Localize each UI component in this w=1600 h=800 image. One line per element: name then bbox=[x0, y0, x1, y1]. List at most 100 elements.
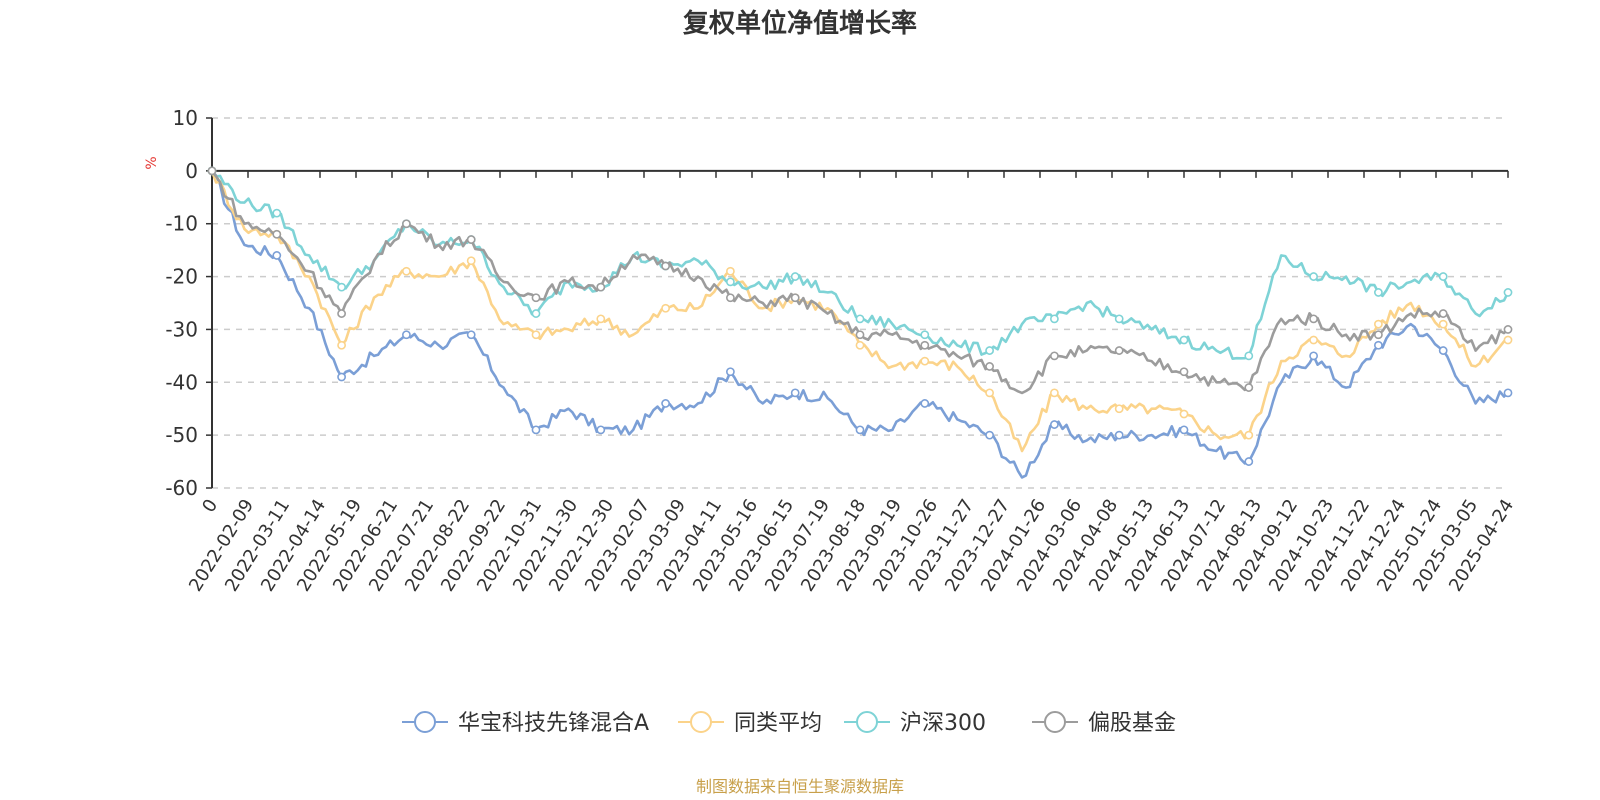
series-point bbox=[1438, 319, 1448, 329]
series-point bbox=[401, 266, 411, 276]
legend-label: 华宝科技先锋混合A bbox=[458, 711, 649, 736]
series-point bbox=[1114, 314, 1124, 324]
y-tick-label: -30 bbox=[165, 317, 198, 341]
series-point bbox=[207, 166, 217, 176]
series-point bbox=[1050, 388, 1059, 398]
series-point bbox=[985, 346, 994, 355]
chart-title: 复权单位净值增长率 bbox=[683, 8, 917, 39]
series-point bbox=[531, 309, 541, 318]
series-point bbox=[855, 330, 865, 340]
source-caption: 制图数据来自恒生聚源数据库 bbox=[696, 777, 904, 796]
series-point bbox=[1309, 314, 1318, 324]
series-point bbox=[726, 266, 735, 276]
grid-layer bbox=[212, 117, 1508, 489]
series-point bbox=[855, 314, 865, 324]
series-point bbox=[1179, 425, 1189, 435]
series-point bbox=[1374, 330, 1383, 340]
legend-item[interactable]: 沪深300 bbox=[844, 711, 986, 736]
series-point bbox=[272, 208, 282, 218]
series-point bbox=[661, 261, 670, 271]
series-point bbox=[985, 430, 994, 440]
series-point bbox=[1179, 409, 1189, 419]
legend-item[interactable]: 同类平均 bbox=[678, 711, 822, 736]
axis-layer: 100-10-20-30-40-50-6002022-02-092022-03-… bbox=[165, 106, 1518, 595]
series-point bbox=[985, 388, 994, 398]
series-point bbox=[596, 314, 606, 324]
series-point bbox=[531, 425, 541, 435]
series-point bbox=[1179, 367, 1189, 377]
series-point bbox=[1309, 272, 1318, 281]
series-line bbox=[210, 170, 1509, 453]
series-point bbox=[466, 330, 476, 340]
y-tick-label: -50 bbox=[165, 423, 198, 447]
series-point bbox=[466, 256, 476, 266]
series-point bbox=[272, 251, 282, 260]
legend-marker bbox=[414, 711, 436, 733]
legend-label: 沪深300 bbox=[900, 711, 986, 736]
series-point bbox=[1244, 351, 1254, 361]
series-point bbox=[1374, 340, 1383, 350]
series-layer bbox=[207, 166, 1513, 479]
legend-item[interactable]: 华宝科技先锋混合A bbox=[402, 711, 649, 736]
series-point bbox=[726, 367, 735, 377]
series-point bbox=[1503, 388, 1513, 398]
series-point bbox=[401, 330, 411, 340]
series-point bbox=[855, 340, 865, 350]
series-point bbox=[337, 372, 346, 382]
series-point bbox=[1050, 351, 1059, 361]
series-point bbox=[401, 219, 411, 229]
series-point bbox=[1438, 346, 1448, 355]
y-tick-label: -20 bbox=[165, 265, 198, 289]
series-point bbox=[920, 356, 930, 366]
series-point bbox=[596, 282, 606, 292]
series-point bbox=[1244, 430, 1254, 440]
series-point bbox=[1114, 404, 1124, 414]
series-point bbox=[531, 330, 541, 340]
series-point bbox=[1503, 288, 1513, 297]
series-point bbox=[1374, 288, 1383, 297]
series-point bbox=[596, 425, 606, 435]
y-tick-label: -40 bbox=[165, 370, 198, 394]
series-point bbox=[337, 282, 346, 292]
legend-label: 同类平均 bbox=[734, 711, 822, 736]
series-point bbox=[1244, 383, 1254, 392]
series-point bbox=[920, 330, 930, 340]
series-point bbox=[1244, 457, 1254, 466]
legend-item[interactable]: 偏股基金 bbox=[1032, 711, 1176, 736]
series-point bbox=[1114, 430, 1124, 440]
series-point bbox=[1503, 335, 1513, 345]
series-point bbox=[1050, 314, 1059, 324]
series-point bbox=[661, 399, 670, 408]
series-point bbox=[337, 309, 346, 318]
series-point bbox=[1503, 325, 1513, 334]
series-point bbox=[985, 362, 994, 371]
series-point bbox=[790, 388, 800, 398]
y-tick-label: -10 bbox=[165, 212, 198, 236]
series-point bbox=[1374, 319, 1383, 329]
series-point bbox=[726, 277, 735, 287]
series-point bbox=[790, 293, 800, 303]
series-point bbox=[1179, 335, 1189, 345]
series-point bbox=[920, 340, 930, 350]
y-axis-unit-label: % bbox=[144, 156, 160, 169]
series-point bbox=[466, 235, 476, 244]
series-point bbox=[1438, 272, 1448, 281]
series-point bbox=[920, 399, 930, 408]
series-point bbox=[1309, 335, 1318, 345]
legend: 华宝科技先锋混合A 同类平均 沪深300 偏股基金 bbox=[402, 711, 1176, 736]
series-point bbox=[1438, 309, 1448, 318]
series-point bbox=[1309, 351, 1318, 361]
series-point bbox=[790, 272, 800, 281]
y-tick-label: 10 bbox=[173, 106, 198, 130]
series-point bbox=[272, 229, 282, 239]
legend-label: 偏股基金 bbox=[1088, 711, 1176, 736]
series-point bbox=[531, 293, 541, 303]
y-tick-label: -60 bbox=[165, 476, 198, 500]
y-tick-label: 0 bbox=[185, 159, 198, 183]
series-point bbox=[726, 293, 735, 303]
legend-marker bbox=[856, 711, 878, 733]
x-tick-label: 0 bbox=[198, 496, 222, 517]
legend-marker bbox=[690, 711, 712, 733]
series-point bbox=[1114, 346, 1124, 355]
